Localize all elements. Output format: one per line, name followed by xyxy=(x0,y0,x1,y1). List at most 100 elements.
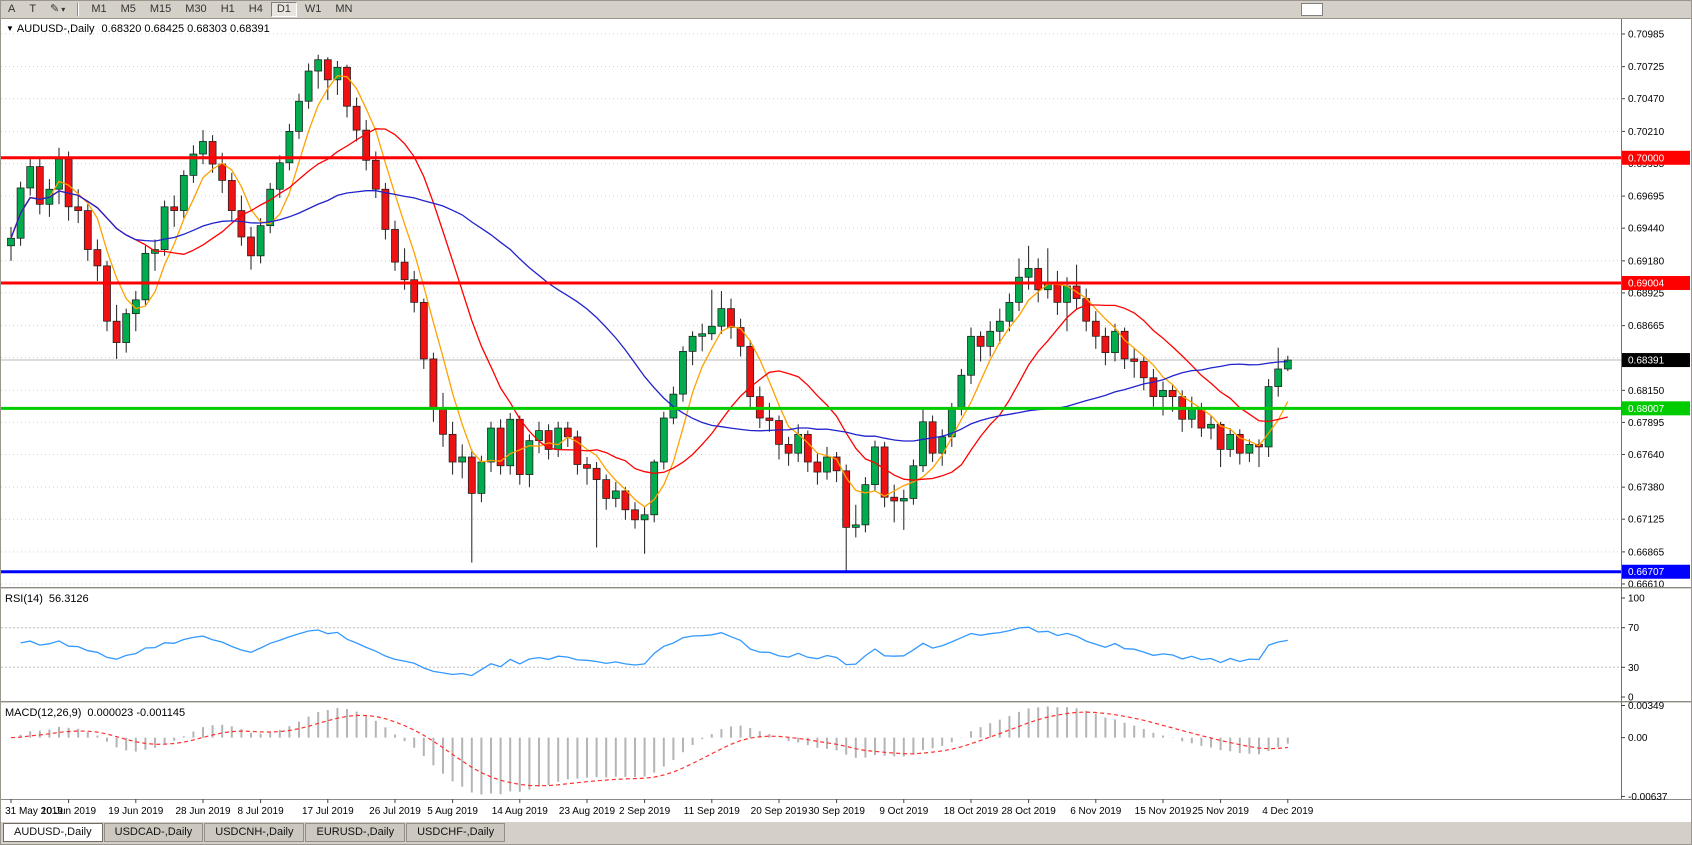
candle-body xyxy=(1197,408,1206,429)
candle-body xyxy=(602,479,611,499)
svg-text:5 Aug 2019: 5 Aug 2019 xyxy=(427,806,478,817)
draw-tool-button[interactable]: ✎ ▾ xyxy=(44,2,71,17)
candle-body xyxy=(880,446,889,498)
rsi-value: 56.3126 xyxy=(48,593,89,605)
timeframe-button-mn[interactable]: MN xyxy=(335,3,353,15)
svg-text:0.68007: 0.68007 xyxy=(1628,404,1665,415)
price-chart-canvas[interactable]: 0.709850.707250.704700.702100.699550.696… xyxy=(1,19,1692,823)
candle-body xyxy=(371,159,380,190)
svg-text:28 Jun 2019: 28 Jun 2019 xyxy=(175,806,230,817)
chart-background xyxy=(1,19,1691,823)
candle-body xyxy=(1005,301,1014,322)
candle-body xyxy=(727,308,735,328)
candle-body xyxy=(199,141,207,155)
candle-body xyxy=(381,188,390,230)
candle-body xyxy=(458,456,467,463)
detached-toolbar-box[interactable] xyxy=(1301,3,1323,16)
timeframe-button-d1[interactable]: D1 xyxy=(270,2,297,17)
candle-body xyxy=(631,509,639,521)
candle-body xyxy=(861,484,870,526)
candle-body xyxy=(736,327,745,347)
candle-body xyxy=(141,252,150,301)
candle-body xyxy=(525,440,534,475)
candle-body xyxy=(439,408,447,435)
candle-body xyxy=(304,70,313,102)
moving-average-5 xyxy=(10,75,1289,508)
candle-body xyxy=(26,166,35,189)
chart-tab-eurusd-daily[interactable]: EURUSD-,Daily xyxy=(305,823,406,842)
candle-body xyxy=(688,335,697,352)
price-badge: 0.70000 xyxy=(1622,150,1690,165)
candle-body xyxy=(899,498,908,502)
svg-text:23 Aug 2019: 23 Aug 2019 xyxy=(559,806,616,817)
svg-text:0.69004: 0.69004 xyxy=(1628,278,1665,289)
candle-body xyxy=(400,261,409,281)
timeframe-button-m15[interactable]: M15 xyxy=(149,3,172,15)
candle-body xyxy=(1207,423,1215,429)
symbol-dropdown-icon[interactable]: ▼ xyxy=(6,24,14,33)
candle-body xyxy=(160,206,169,250)
candle-body xyxy=(803,433,812,463)
timeframe-button-m1[interactable]: M1 xyxy=(91,3,107,15)
candle-body xyxy=(1024,268,1033,278)
svg-text:28 Oct 2019: 28 Oct 2019 xyxy=(1001,806,1056,817)
candle-body xyxy=(103,265,111,322)
candle-body xyxy=(1274,368,1283,387)
chart-symbol-info: ▼ AUDUSD-,Daily 0.68320 0.68425 0.68303 0.… xyxy=(6,23,270,35)
candle-body xyxy=(256,225,265,257)
candle-body xyxy=(1034,268,1043,291)
candle-body xyxy=(707,325,716,335)
pane-separator[interactable] xyxy=(1,587,1692,590)
candle-body xyxy=(698,333,707,337)
candle-body xyxy=(448,433,457,463)
timeframe-button-h1[interactable]: H1 xyxy=(220,3,235,15)
candle-body xyxy=(1264,386,1273,448)
candle-body xyxy=(583,464,591,469)
svg-text:0: 0 xyxy=(1628,693,1634,704)
candle-body xyxy=(122,313,131,343)
svg-text:0.69180: 0.69180 xyxy=(1628,256,1665,267)
timeframe-button-m30[interactable]: M30 xyxy=(185,3,207,15)
svg-text:0.69695: 0.69695 xyxy=(1628,192,1665,203)
price-badge: 0.68391 xyxy=(1622,353,1690,368)
svg-text:0.70000: 0.70000 xyxy=(1628,153,1665,164)
candle-body xyxy=(784,444,793,454)
candle-body xyxy=(64,158,73,208)
svg-text:0.67380: 0.67380 xyxy=(1628,483,1665,494)
svg-text:0.67895: 0.67895 xyxy=(1628,418,1665,429)
timeframe-button-m5[interactable]: M5 xyxy=(120,3,136,15)
chart-tab-usdchf-daily[interactable]: USDCHF-,Daily xyxy=(406,823,506,842)
svg-text:0.00349: 0.00349 xyxy=(1628,701,1665,712)
candle-body xyxy=(515,418,524,475)
svg-text:0.67640: 0.67640 xyxy=(1628,450,1665,461)
toolbar-button-t[interactable]: T xyxy=(29,3,37,15)
rsi-pane: 100 70 30 0 xyxy=(1,594,1645,704)
candle-body xyxy=(1130,358,1139,362)
candle-body xyxy=(314,59,323,72)
svg-text:8 Jul 2019: 8 Jul 2019 xyxy=(238,806,285,817)
chart-tab-usdcnh-daily[interactable]: USDCNH-,Daily xyxy=(204,823,305,842)
timeframe-button-w1[interactable]: W1 xyxy=(304,3,322,15)
candle-body xyxy=(775,420,783,445)
candle-body xyxy=(477,461,486,494)
candle-body xyxy=(919,421,927,467)
chart-tab-audusd-daily[interactable]: AUDUSD-,Daily xyxy=(3,823,103,842)
chart-tab-bar: AUDUSD-,Daily USDCAD-,Daily USDCNH-,Daily E… xyxy=(1,821,1691,844)
svg-text:14 Aug 2019: 14 Aug 2019 xyxy=(492,806,549,817)
candle-body xyxy=(506,418,515,467)
ohlc-values: 0.68320 0.68425 0.68303 0.68391 xyxy=(101,23,270,35)
candle-body xyxy=(592,467,601,480)
timeframe-button-h4[interactable]: H4 xyxy=(248,3,263,15)
pane-separator[interactable] xyxy=(1,701,1692,704)
candle-body xyxy=(544,430,553,450)
candle-body xyxy=(1139,361,1148,379)
svg-text:0.68391: 0.68391 xyxy=(1628,356,1665,367)
chart-tab-usdcad-daily[interactable]: USDCAD-,Daily xyxy=(103,823,204,842)
macd-indicator-label: MACD(12,26,9) 0.000023 -0.001145 xyxy=(5,707,185,719)
toolbar-button-a[interactable]: A xyxy=(8,3,16,15)
candle-body xyxy=(1120,330,1129,360)
